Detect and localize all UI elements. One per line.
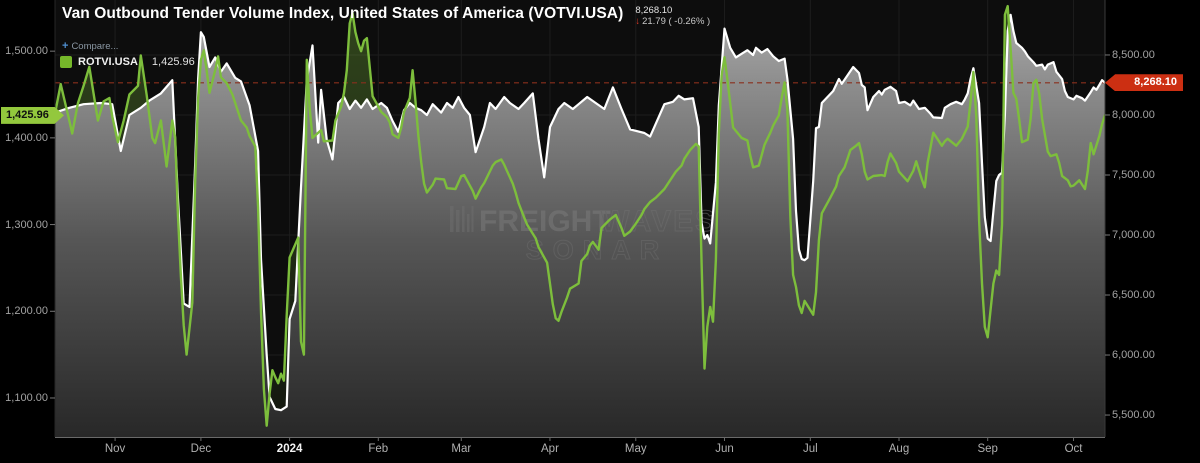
- left-axis-value-badge: 1,425.96: [1, 106, 64, 124]
- legend-row[interactable]: ROTVI.USA 1,425.96: [60, 56, 195, 68]
- series-lines: [55, 4, 1105, 427]
- chart-title: Van Outbound Tender Volume Index, United…: [62, 5, 624, 22]
- series-color-swatch: [60, 56, 72, 68]
- last-value-block: 8,268.10 ↓ 21.79 ( -0.26% ): [635, 5, 710, 27]
- right-axis-tick-label: 5,500.00: [1112, 409, 1155, 422]
- x-axis-tick-label: Dec: [190, 443, 212, 455]
- freightwaves-sonar-watermark: FREIGHT WAVES SONAR: [450, 205, 716, 266]
- left-axis-tick-label: 1,400.00: [5, 131, 48, 144]
- left-axis-tick-label: 1,200.00: [5, 305, 48, 318]
- down-arrow-icon: ↓: [635, 15, 641, 27]
- change-text: ↓ 21.79 ( -0.26% ): [635, 15, 711, 27]
- left-axis-tick-label: 1,100.00: [5, 391, 48, 404]
- x-axis-tick-label: Sep: [977, 443, 998, 455]
- right-axis-tick-label: 7,500.00: [1112, 168, 1155, 181]
- x-axis-tick-label: Feb: [368, 443, 389, 455]
- last-value-text: 8,268.10: [635, 5, 673, 16]
- x-axis-tick-label: Nov: [104, 443, 126, 455]
- x-axis-tick-label: Jul: [802, 443, 818, 455]
- x-axis-tick-label: Oct: [1064, 443, 1083, 455]
- right-axis-tick-label: 8,000.00: [1112, 108, 1155, 121]
- left-axis-tick-label: 1,500.00: [5, 45, 48, 58]
- compare-button[interactable]: + Compare...: [62, 40, 119, 52]
- right-axis-tick-label: 6,500.00: [1112, 289, 1155, 301]
- right-axis-tick-label: 8,500.00: [1112, 48, 1155, 61]
- legend-series-name: ROTVI.USA: [78, 56, 138, 68]
- freightwaves-logo-icon: [450, 206, 474, 232]
- right-axis-tick-label: 6,000.00: [1112, 349, 1155, 362]
- x-axis-tick-label: May: [624, 443, 647, 455]
- x-axis-tick-label: Apr: [541, 443, 559, 455]
- x-axis-tick-label: Mar: [451, 443, 472, 455]
- x-axis-tick-label: 2024: [276, 443, 303, 455]
- x-axis-tick-label: Jun: [715, 443, 734, 455]
- left-axis-tick-label: 1,300.00: [5, 218, 48, 231]
- axis-frame: [50, 0, 1110, 441]
- header: Van Outbound Tender Volume Index, United…: [62, 5, 710, 27]
- watermark-brand-bold: FREIGHT: [479, 205, 611, 238]
- watermark-product: SONAR: [526, 235, 669, 265]
- x-axis-tick-label: Aug: [888, 443, 910, 455]
- series-fills: [55, 6, 1105, 437]
- right-axis-value-badge: 8,268.10: [1105, 74, 1183, 92]
- legend-series-value: 1,425.96: [151, 56, 195, 68]
- right-axis-tick-label: 7,000.00: [1112, 229, 1155, 241]
- plus-icon: +: [62, 40, 69, 52]
